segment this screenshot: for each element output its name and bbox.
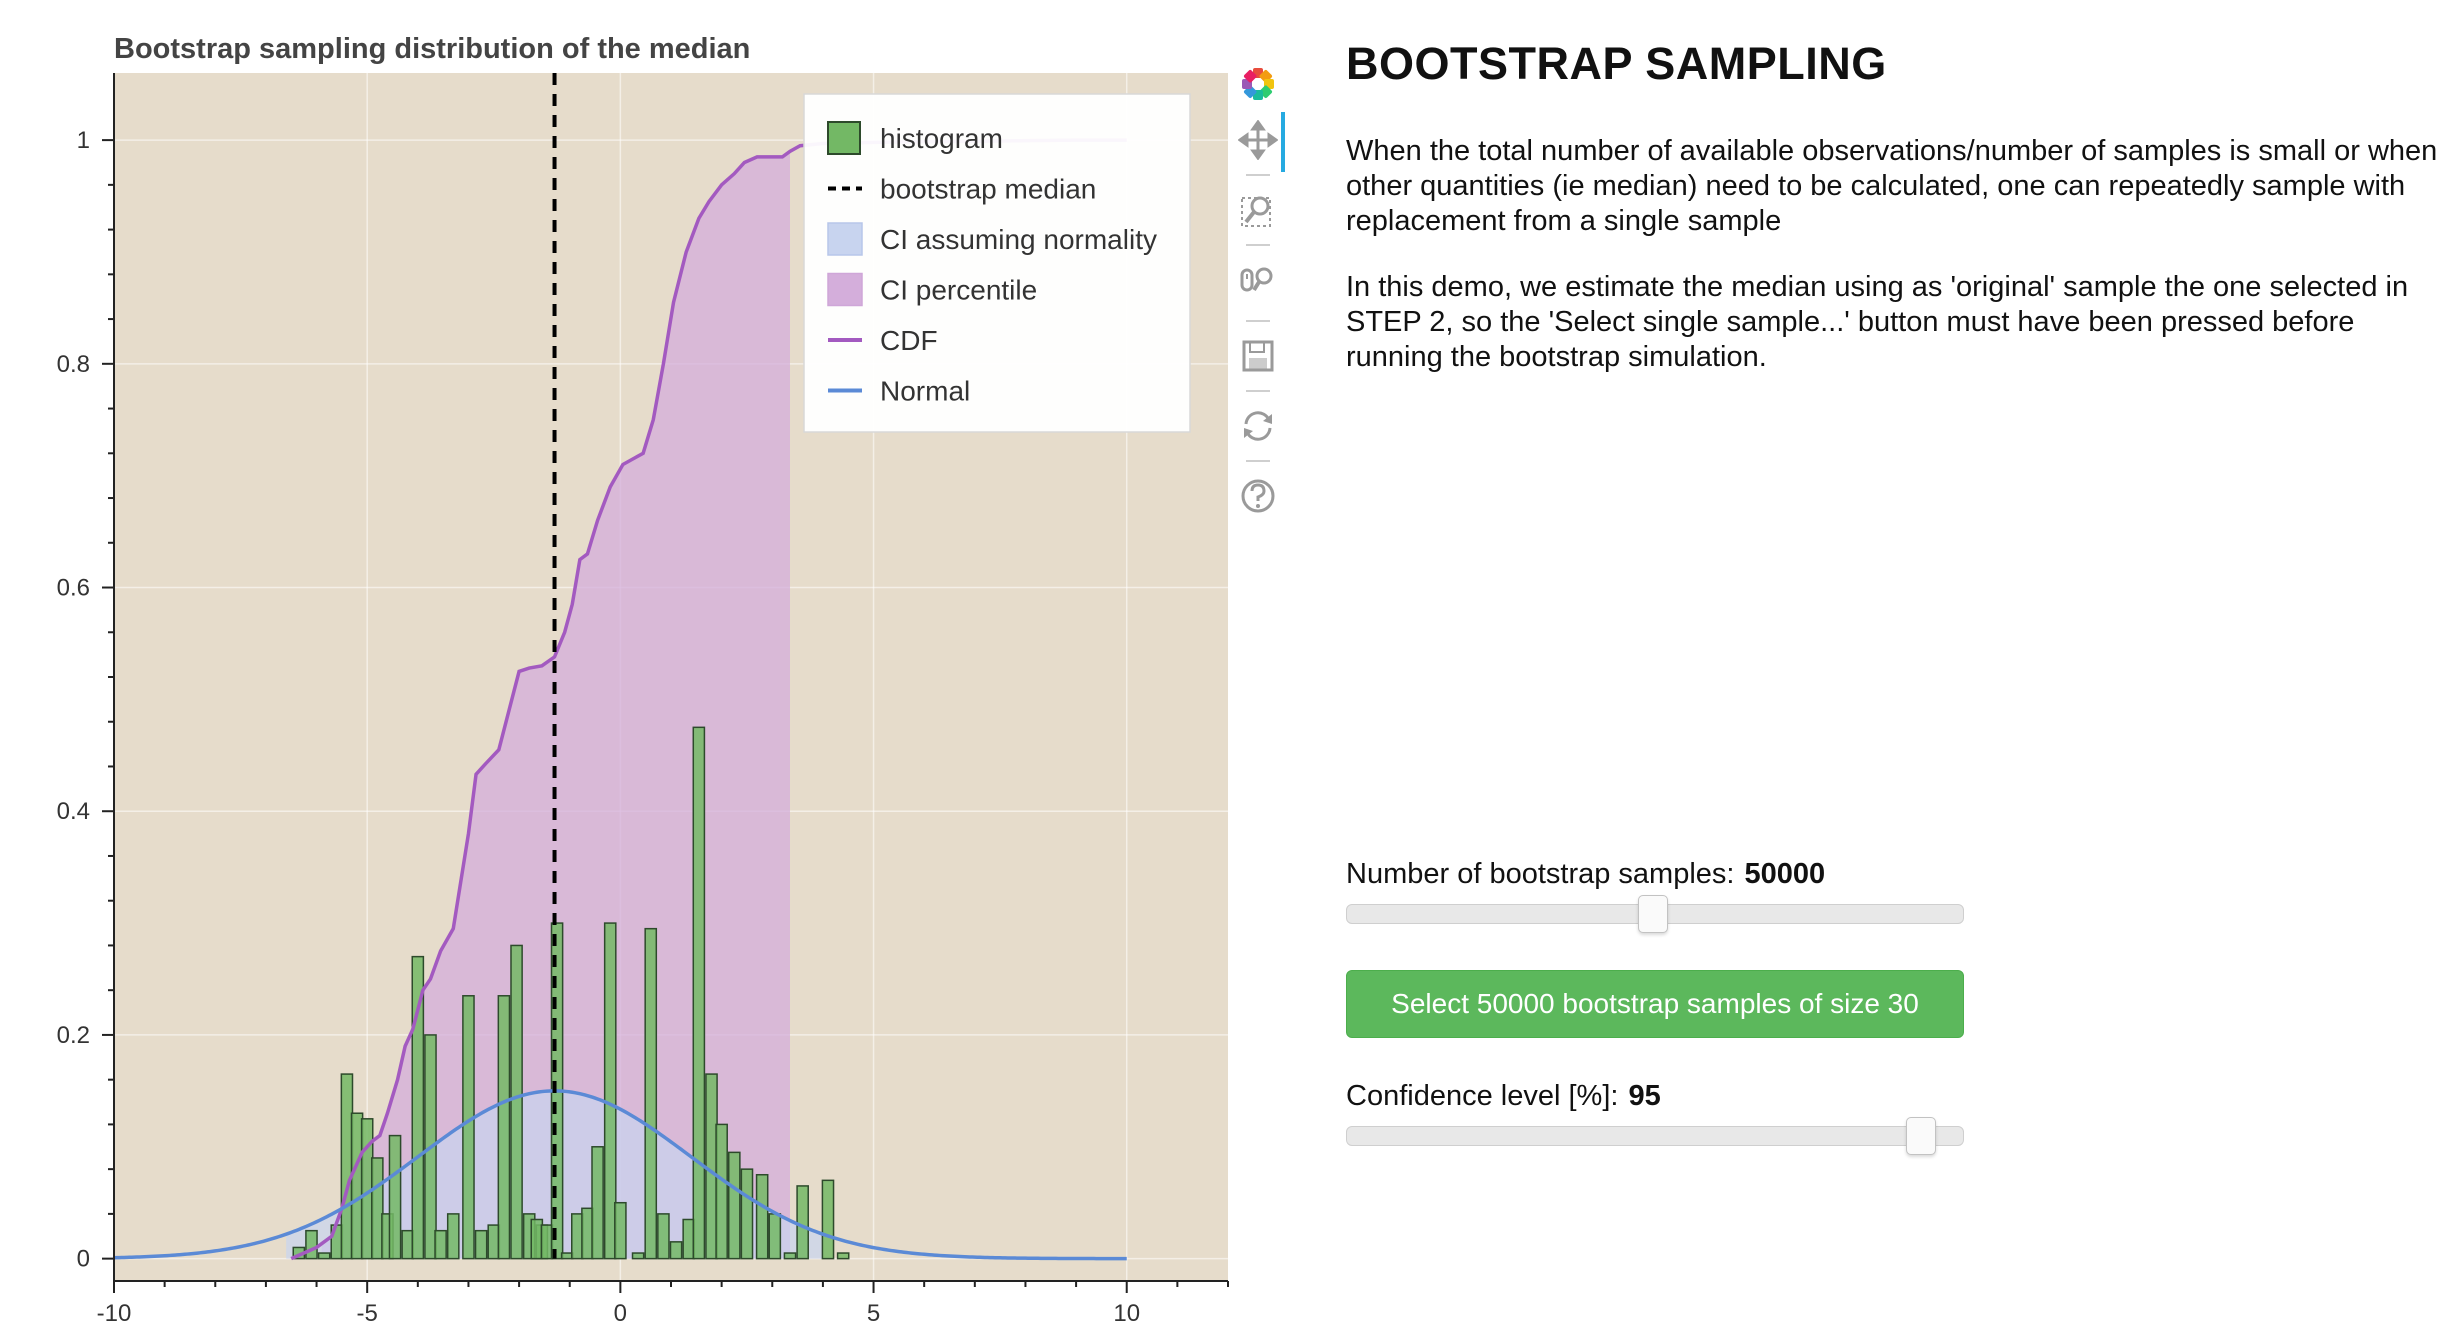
y-tick-label: 0.6 [57,575,90,602]
side-panel: BOOTSTRAP SAMPLING When the total number… [1346,0,2446,1334]
histogram-bar [644,927,658,1260]
histogram-bar [446,1213,460,1260]
wheel-zoom-icon [1238,260,1278,305]
toolbar-separator [1246,244,1270,246]
help-icon [1238,476,1278,521]
normal-curve-line [113,1089,1127,1261]
bokeh-logo-tool [1234,62,1282,110]
legend-label: histogram [880,123,1003,154]
chart-toolbar [1232,62,1285,522]
box-zoom-icon [1238,190,1278,235]
pan-icon [1237,118,1279,165]
legend-label: bootstrap median [880,174,1096,205]
toolbar-separator [1246,390,1270,392]
histogram-bar [591,1146,604,1260]
histogram-bar [755,1173,769,1260]
histogram-bar [411,955,425,1260]
select-bootstrap-samples-button[interactable]: Select 50000 bootstrap samples of size 3… [1346,970,1964,1038]
legend-glyph-histogram [827,121,861,155]
box-zoom-tool[interactable] [1234,188,1282,236]
page-title: BOOTSTRAP SAMPLING [1346,38,1887,89]
histogram-bar [603,922,617,1260]
samples-slider[interactable] [1346,895,1964,933]
histogram-bar [497,995,511,1260]
histogram-bar [388,1134,402,1260]
y-tick-label: 0.8 [57,351,90,378]
histogram-bar [836,1252,850,1260]
histogram-bar [715,1123,728,1260]
samples-slider-title: Number of bootstrap samples: [1346,858,1735,890]
confidence-slider-handle[interactable] [1905,1117,1936,1155]
histogram-bar [434,1229,447,1260]
histogram-bar [768,1213,782,1260]
samples-slider-value: 50000 [1744,858,1826,890]
legend-label: Normal [880,376,970,407]
y-tick-label: 0.4 [57,798,90,825]
histogram-bar [692,726,706,1260]
x-tick-label: -5 [357,1300,378,1327]
active-tool-indicator [1281,112,1285,172]
histogram-bar [657,1213,670,1260]
confidence-slider-label: Confidence level [%]: 95 [1346,1080,1661,1113]
histogram-bar [669,1241,683,1260]
legend-label: CDF [880,325,938,356]
histogram-bar [796,1185,809,1260]
legend-label: CI assuming normality [880,224,1157,255]
reset-tool[interactable] [1234,404,1282,452]
save-icon [1238,336,1278,381]
legend-label: CI percentile [880,275,1037,306]
histogram-bar [821,1179,835,1260]
histogram-bar [462,995,475,1260]
x-tick-label: 5 [867,1300,880,1327]
y-tick-label: 0 [77,1246,90,1273]
confidence-slider-title: Confidence level [%]: [1346,1080,1619,1112]
histogram-bar [305,1229,318,1260]
histogram-bar [614,1201,627,1260]
pan-tool[interactable] [1234,118,1282,166]
x-tick-label: -10 [97,1300,132,1327]
save-tool[interactable] [1234,334,1282,382]
legend-glyph-ci-percentile [827,272,863,307]
help-tool[interactable] [1234,474,1282,522]
samples-slider-handle[interactable] [1638,895,1669,933]
y-tick-label: 0.2 [57,1022,90,1049]
histogram-bar [510,944,523,1260]
bokeh-logo-icon [1238,64,1278,109]
cdf-line [290,138,1127,1261]
confidence-slider[interactable] [1346,1117,1964,1155]
samples-slider-label: Number of bootstrap samples: 50000 [1346,858,1825,891]
chart-title: Bootstrap sampling distribution of the m… [114,33,750,65]
histogram-bar [783,1252,797,1260]
legend-glyph-ci-normal [827,222,863,256]
x-tick-label: 10 [1113,1300,1140,1327]
histogram-bar [370,1157,384,1260]
histogram-bar [474,1229,488,1260]
description-paragraph-1: When the total number of available obser… [1346,135,2438,237]
toolbar-separator [1246,320,1270,322]
y-tick-label: 1 [77,127,90,154]
description-paragraph-2: In this demo, we estimate the median usi… [1346,271,2409,373]
chart-area: Bootstrap sampling distribution of the m… [57,33,1229,1327]
reset-icon [1238,406,1278,451]
histogram-bar [727,1151,741,1260]
confidence-slider-value: 95 [1628,1080,1661,1112]
x-tick-label: 0 [614,1300,627,1327]
toolbar-separator [1246,174,1270,176]
toolbar-separator [1246,460,1270,462]
histogram-bar [740,1168,754,1260]
histogram-bar [317,1252,331,1260]
wheel-zoom-tool[interactable] [1234,258,1282,306]
histogram-bar [631,1252,645,1260]
bootstrap-median-chart: Bootstrap sampling distribution of the m… [57,33,1229,1327]
legend-box [803,93,1191,433]
